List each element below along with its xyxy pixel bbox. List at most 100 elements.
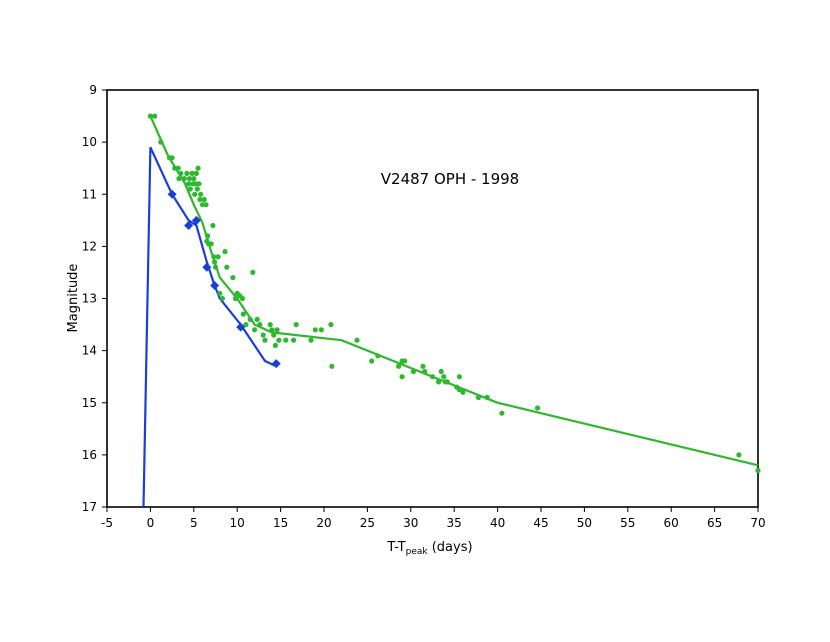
y-tick-label: 11: [82, 187, 97, 201]
trend-line-2: [142, 146, 277, 508]
x-tick-label: 0: [147, 516, 155, 530]
data-point-circle: [186, 176, 193, 182]
data-point-circle: [169, 155, 175, 161]
data-point-circle: [191, 176, 197, 182]
x-axis-title-tail: (days): [428, 540, 473, 555]
y-tick-label: 12: [82, 239, 97, 253]
data-point-circle: [189, 170, 195, 176]
data-point-circle: [210, 222, 216, 229]
data-point-circle: [274, 327, 280, 333]
data-point-circle: [212, 259, 218, 265]
y-tick-label: 10: [82, 135, 97, 149]
data-point-circle: [181, 176, 187, 182]
x-axis-title-sub: peak: [406, 547, 429, 557]
data-point-circle: [194, 186, 200, 192]
x-tick-label: 25: [360, 516, 375, 530]
data-point-diamond: [191, 215, 201, 225]
data-point-circle: [222, 249, 228, 255]
trend-line-1: [149, 115, 759, 467]
x-tick-label: 60: [664, 516, 679, 530]
data-point-diamond: [202, 262, 212, 272]
data-point-circle: [186, 181, 192, 187]
data-point-circle: [215, 254, 221, 260]
data-point-circle: [152, 113, 158, 119]
x-tick-label: 50: [577, 516, 592, 530]
y-tick-label: 14: [82, 344, 97, 358]
data-point-circle: [369, 358, 375, 364]
data-point-circle: [250, 269, 256, 275]
data-point-circle: [205, 233, 211, 239]
data-point-diamond: [167, 189, 177, 199]
y-tick-label: 17: [82, 500, 97, 514]
trend-lines: [142, 115, 759, 508]
data-point-circle: [208, 241, 214, 247]
data-point-circle: [230, 275, 236, 281]
data-point-circle: [262, 337, 268, 343]
data-point-circle: [224, 264, 230, 270]
data-point-circle: [444, 379, 450, 385]
data-point-diamond: [184, 221, 194, 231]
data-point-circle: [267, 322, 273, 328]
data-point-circle: [196, 181, 202, 187]
data-point-circle: [219, 295, 225, 302]
data-point-circle: [436, 379, 442, 385]
data-point-circle: [175, 165, 181, 171]
data-point-circle: [269, 327, 275, 333]
data-point-circle: [399, 374, 405, 380]
data-point-circle: [203, 202, 209, 208]
x-tick-label: 35: [447, 516, 462, 530]
x-axis-ticks: -5 0 5 10 15 20 25 30 35 40 45 50 55 60 65 70: [101, 507, 766, 530]
data-point-circle: [755, 467, 761, 474]
x-tick-label: 10: [230, 516, 245, 530]
data-point-circle: [198, 191, 204, 197]
data-point-circle: [329, 363, 335, 369]
plot-area: [106, 89, 759, 508]
data-point-circle: [232, 295, 239, 302]
data-point-circle: [283, 337, 289, 343]
data-point-diamond: [210, 280, 220, 290]
y-tick-label: 13: [82, 292, 97, 306]
y-tick-label: 15: [82, 396, 97, 410]
y-axis-ticks: 9 10 11 12 13 14 15 16 17: [82, 83, 107, 514]
data-point-circle: [212, 264, 219, 270]
chart-title: V2487 OPH - 1998: [381, 170, 519, 188]
data-point-circle: [254, 316, 260, 322]
data-point-circle: [201, 196, 207, 203]
data-point-circle: [187, 186, 193, 192]
data-point-circle: [211, 254, 217, 260]
data-point-circle: [460, 389, 466, 395]
x-tick-label: -5: [101, 516, 113, 530]
data-point-circle: [441, 374, 447, 380]
y-axis-title: Magnitude: [66, 264, 81, 333]
y-tick-label: 9: [89, 83, 97, 97]
data-point-circle: [192, 191, 198, 197]
data-point-circle: [456, 374, 462, 380]
data-point-circle: [318, 327, 324, 333]
data-point-circle: [402, 358, 408, 364]
data-point-circle: [195, 165, 201, 171]
data-point-circle: [247, 316, 253, 322]
x-tick-label: 5: [190, 516, 198, 530]
x-tick-label: 45: [533, 516, 548, 530]
data-point-circle: [158, 139, 164, 145]
data-point-circle: [410, 368, 416, 375]
data-point-circle: [312, 327, 318, 333]
data-point-circle: [354, 337, 360, 343]
data-point-circle: [276, 337, 282, 343]
x-tick-label: 40: [490, 516, 505, 530]
data-point-circle: [422, 368, 428, 375]
data-point-circle: [396, 363, 402, 369]
data-point-circle: [272, 342, 278, 348]
data-point-circle: [308, 337, 314, 343]
data-point-circle: [328, 322, 334, 328]
data-point-circle: [147, 113, 153, 119]
data-point-circle: [252, 327, 258, 333]
data-point-circle: [176, 176, 182, 182]
data-point-circle: [260, 332, 266, 338]
x-tick-label: 30: [403, 516, 418, 530]
x-tick-label: 70: [750, 516, 765, 530]
data-point-circle: [293, 322, 299, 328]
data-point-circle: [484, 394, 490, 401]
data-point-circle: [178, 170, 184, 176]
